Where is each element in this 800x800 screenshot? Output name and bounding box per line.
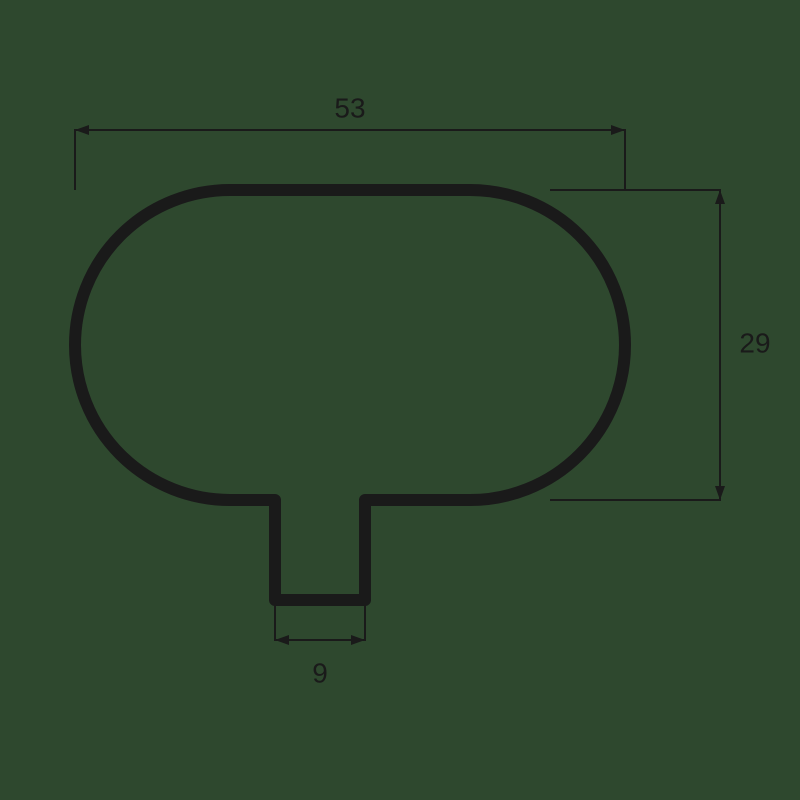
dimension-label: 29 xyxy=(739,327,770,358)
profile-outline xyxy=(75,190,625,600)
dimension-arrowhead xyxy=(715,486,725,500)
dimension-arrowhead xyxy=(611,125,625,135)
dimension-label: 9 xyxy=(312,657,328,688)
dimension-line xyxy=(75,130,625,190)
dimension-arrowhead xyxy=(351,635,365,645)
dimension-arrowhead xyxy=(75,125,89,135)
dimension-arrowhead xyxy=(715,190,725,204)
dimension-arrowhead xyxy=(275,635,289,645)
dimension-label: 53 xyxy=(334,92,365,123)
